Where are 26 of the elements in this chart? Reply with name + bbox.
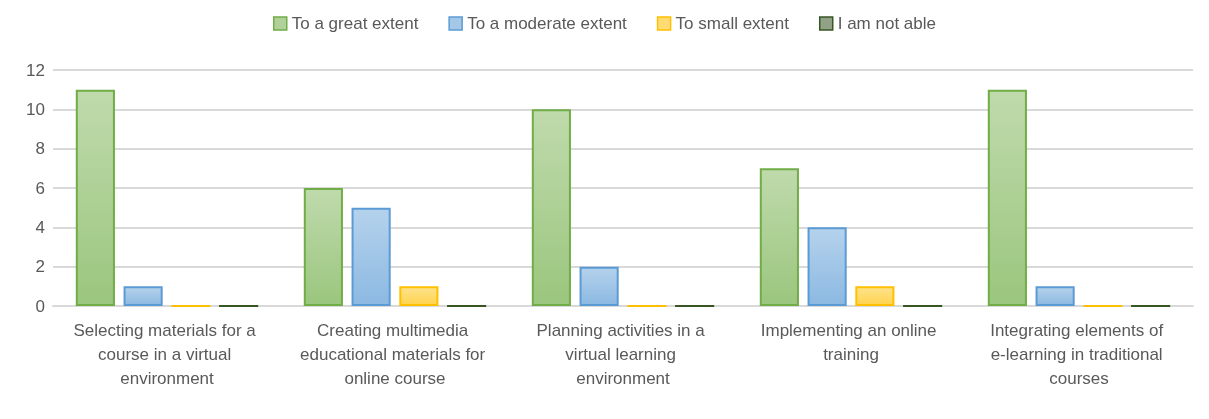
- y-tick-label: 0: [35, 296, 45, 316]
- y-tick-label: 4: [35, 217, 45, 237]
- bar: [807, 227, 847, 306]
- bar: [123, 286, 163, 306]
- bar: [75, 89, 115, 306]
- y-tick-label: 8: [35, 139, 45, 159]
- bar: [531, 109, 571, 306]
- bar: [579, 266, 619, 306]
- x-tick-label: Selecting materials for a course in a virtual environment: [73, 320, 261, 388]
- y-tick-label: 10: [26, 99, 45, 119]
- bar: [987, 89, 1027, 306]
- legend-label: To small extent: [675, 14, 790, 33]
- y-tick-label: 6: [35, 178, 45, 198]
- x-tick-label: Integrating elements of e-learning in traditional courses: [990, 320, 1168, 388]
- y-tick-label: 12: [26, 60, 45, 80]
- bar: [351, 207, 391, 306]
- legend-label: To a moderate extent: [467, 14, 628, 33]
- bar: [303, 188, 343, 306]
- legend-label: To a great extent: [291, 14, 419, 33]
- x-tick-label: Planning activities in a virtual learning environment: [536, 320, 710, 388]
- y-tick-label: 2: [35, 257, 45, 277]
- x-tick-label: Implementing an online training: [760, 320, 942, 364]
- bar: [759, 168, 799, 306]
- x-tick-label: Creating multimedia educational materials for online course: [300, 320, 490, 388]
- legend-label: I am not able: [837, 14, 936, 33]
- bar: [1035, 286, 1075, 306]
